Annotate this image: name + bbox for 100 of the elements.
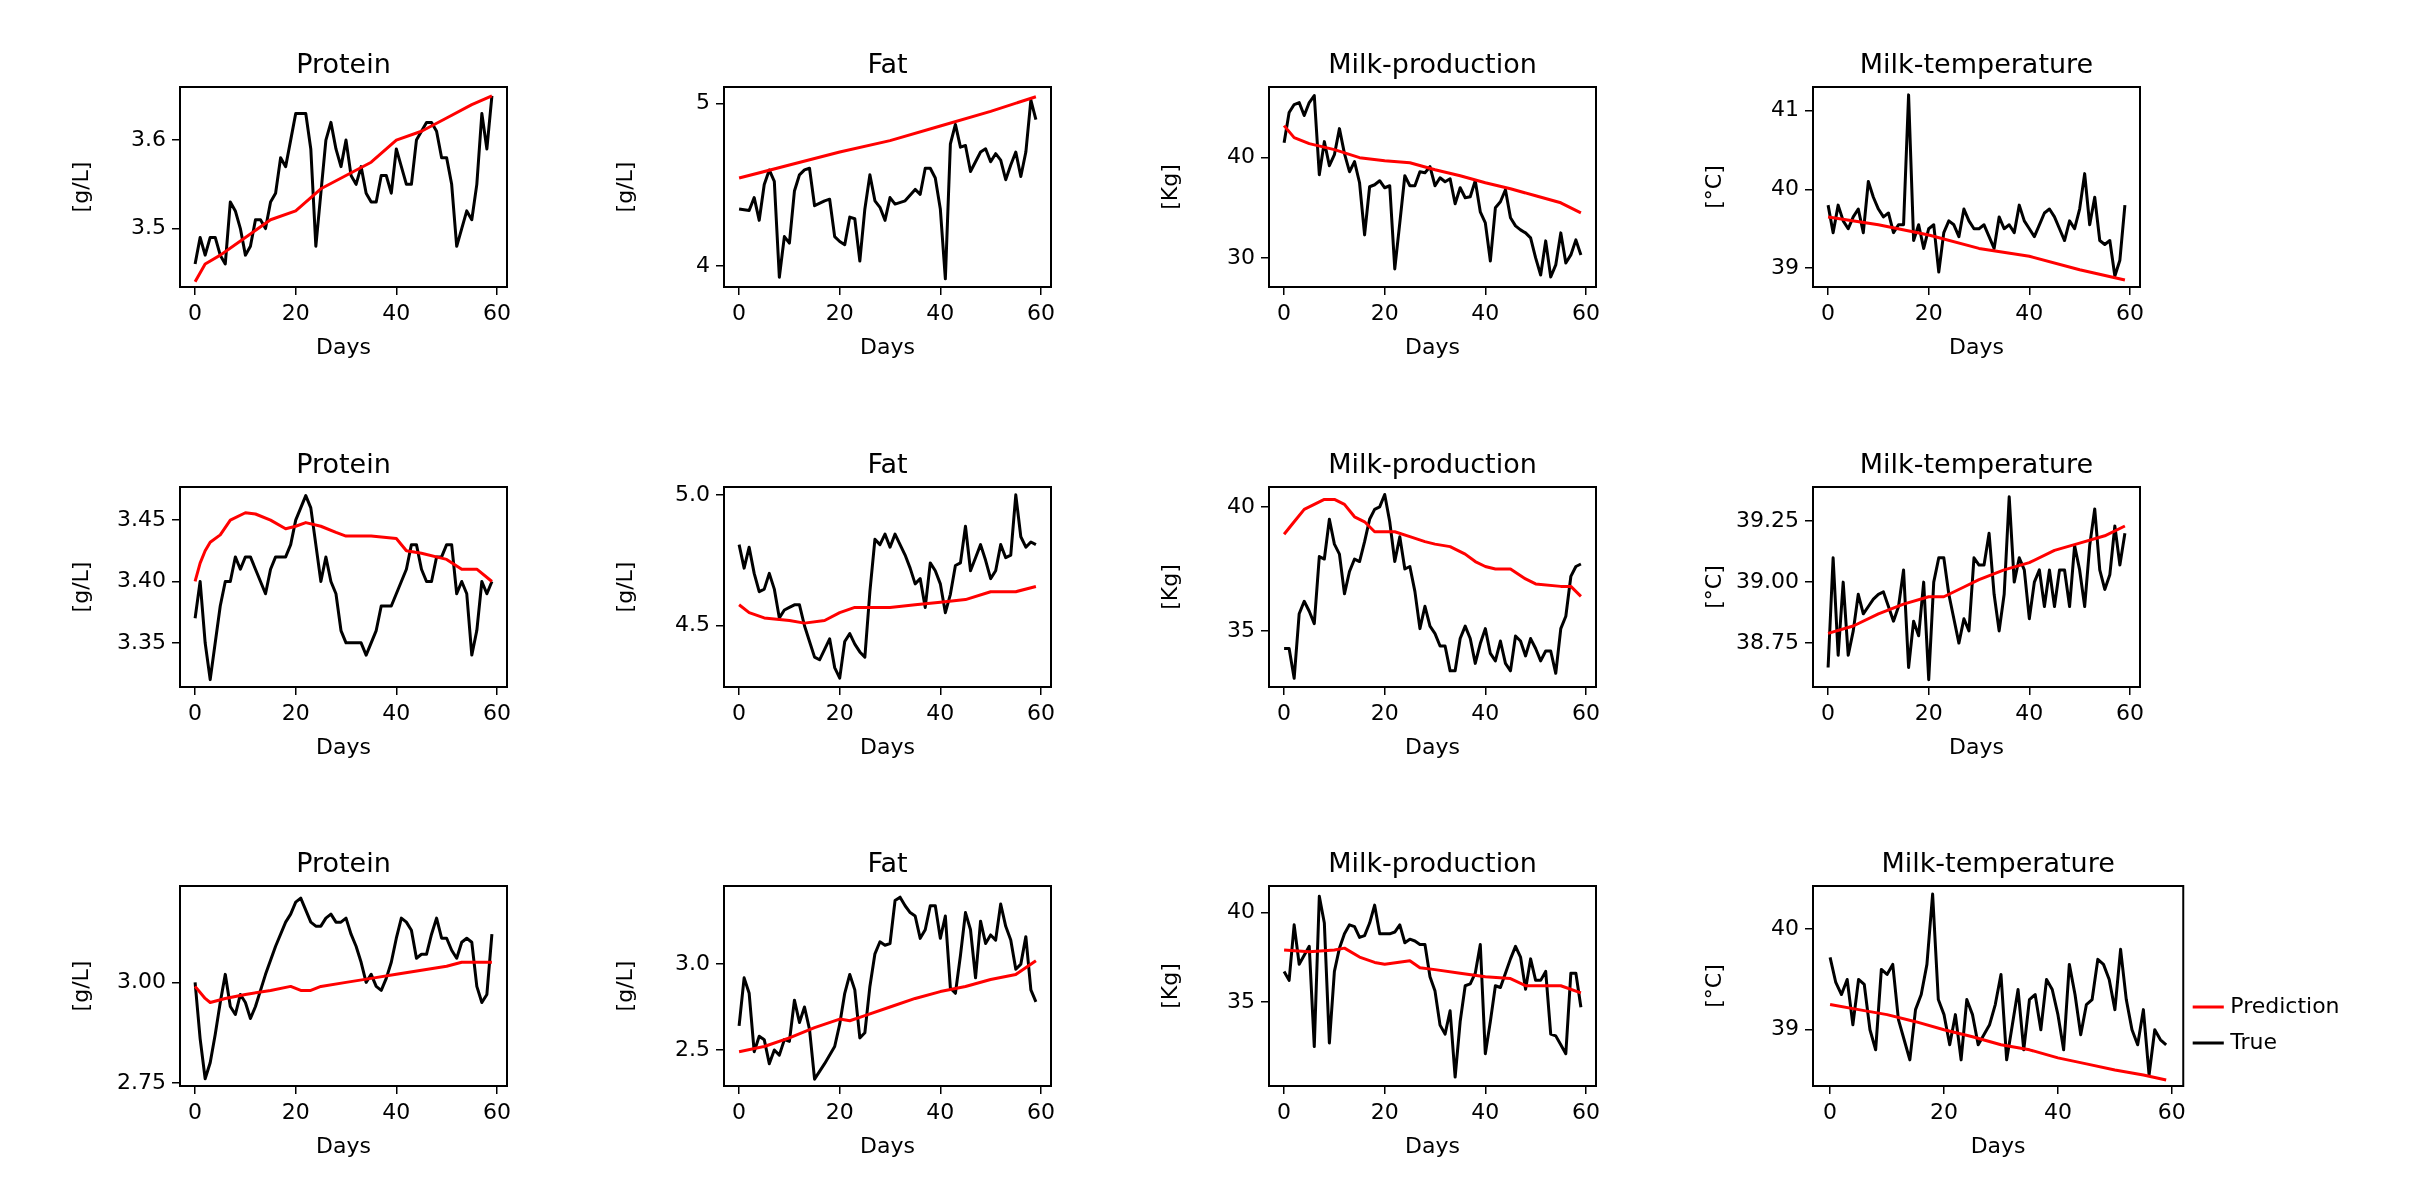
y-tick-label: 40 (1227, 492, 1255, 518)
x-tick-label: 40 (926, 1098, 955, 1124)
x-tick-label: 40 (1471, 699, 1500, 725)
x-axis-title: Days (316, 333, 371, 359)
x-tick-label: 60 (1026, 1098, 1055, 1124)
x-tick-label: 0 (188, 699, 203, 725)
x-axis-title: Days (316, 1132, 371, 1158)
x-tick-label: 0 (732, 699, 747, 725)
chart-title: Milk-production (1328, 448, 1537, 479)
y-axis-title: [°C] (1700, 565, 1726, 609)
x-tick-label: 20 (1914, 299, 1943, 325)
y-tick-label: 3.00 (117, 968, 166, 994)
y-tick-label: 3.6 (131, 125, 166, 151)
x-tick-label: 20 (825, 299, 854, 325)
y-tick-label: 5 (696, 88, 710, 114)
y-tick-label: 39.25 (1736, 506, 1799, 532)
y-tick-label: 3.40 (117, 567, 166, 593)
x-axis-title: Days (1405, 1132, 1460, 1158)
y-tick-label: 3.45 (117, 505, 166, 531)
x-tick-label: 0 (1277, 1098, 1292, 1124)
x-tick-label: 20 (1370, 299, 1399, 325)
x-axis-title: Days (1949, 333, 2004, 359)
x-tick-label: 40 (1471, 1098, 1500, 1124)
x-tick-label: 60 (2157, 1098, 2186, 1124)
x-axis-title: Days (860, 733, 915, 759)
y-axis-title: [g/L] (67, 561, 93, 613)
x-tick-label: 20 (1930, 1098, 1959, 1124)
y-tick-label: 39 (1771, 253, 1799, 279)
x-tick-label: 0 (1277, 699, 1292, 725)
x-tick-label: 40 (926, 699, 955, 725)
chart-title: Protein (296, 847, 391, 878)
x-tick-label: 0 (1821, 699, 1836, 725)
x-tick-label: 60 (1571, 1098, 1600, 1124)
x-tick-label: 20 (825, 699, 854, 725)
chart-title: Milk-temperature (1881, 847, 2115, 878)
y-tick-label: 3.35 (117, 628, 166, 654)
y-tick-label: 3.0 (675, 949, 710, 975)
y-axis-title: [g/L] (611, 960, 637, 1012)
x-tick-label: 0 (1823, 1098, 1838, 1124)
x-tick-label: 60 (1571, 699, 1600, 725)
y-tick-label: 40 (1227, 898, 1255, 924)
y-axis-title: [°C] (1700, 964, 1726, 1008)
x-tick-label: 60 (1026, 699, 1055, 725)
y-tick-label: 35 (1227, 987, 1255, 1013)
chart-title: Fat (867, 48, 908, 79)
chart-title: Milk-production (1328, 847, 1537, 878)
legend-label: True (2229, 1028, 2277, 1054)
x-tick-label: 60 (2115, 699, 2144, 725)
x-tick-label: 0 (1277, 299, 1292, 325)
y-tick-label: 41 (1771, 96, 1799, 122)
x-tick-label: 40 (382, 1098, 411, 1124)
x-tick-label: 20 (281, 1098, 310, 1124)
y-axis-title: [g/L] (611, 561, 637, 613)
y-tick-label: 38.75 (1736, 628, 1799, 654)
x-axis-title: Days (1949, 733, 2004, 759)
x-tick-label: 0 (1821, 299, 1836, 325)
y-tick-label: 4 (696, 251, 710, 277)
x-tick-label: 60 (2115, 299, 2144, 325)
x-tick-label: 60 (482, 699, 511, 725)
y-axis-title: [g/L] (67, 960, 93, 1012)
y-tick-label: 3.5 (131, 214, 166, 240)
x-tick-label: 0 (188, 299, 203, 325)
y-axis-title: [Kg] (1156, 963, 1182, 1009)
x-tick-label: 40 (2015, 299, 2044, 325)
y-tick-label: 40 (1227, 143, 1255, 169)
x-tick-label: 0 (732, 1098, 747, 1124)
x-tick-label: 20 (825, 1098, 854, 1124)
y-tick-label: 39 (1771, 1015, 1799, 1041)
y-tick-label: 4.5 (675, 611, 710, 637)
legend-label: Prediction (2230, 992, 2340, 1018)
x-tick-label: 20 (281, 299, 310, 325)
chart-title: Milk-temperature (1859, 448, 2094, 479)
y-tick-label: 2.5 (675, 1035, 710, 1061)
y-tick-label: 5.0 (675, 480, 710, 506)
x-tick-label: 40 (2043, 1098, 2072, 1124)
x-tick-label: 20 (281, 699, 310, 725)
y-tick-label: 40 (1771, 175, 1799, 201)
x-tick-label: 0 (188, 1098, 203, 1124)
x-tick-label: 20 (1370, 699, 1399, 725)
chart-title: Milk-temperature (1859, 48, 2094, 79)
y-tick-label: 39.00 (1736, 567, 1799, 593)
y-tick-label: 30 (1227, 243, 1255, 269)
chart-title: Protein (296, 448, 391, 479)
chart-title: Milk-production (1328, 48, 1537, 79)
x-tick-label: 40 (1471, 299, 1500, 325)
x-tick-label: 20 (1370, 1098, 1399, 1124)
chart-title: Fat (867, 847, 908, 878)
x-tick-label: 60 (482, 1098, 511, 1124)
chart-title: Protein (296, 48, 391, 79)
x-axis-title: Days (1405, 733, 1460, 759)
y-tick-label: 35 (1227, 616, 1255, 642)
x-tick-label: 40 (382, 699, 411, 725)
y-axis-title: [Kg] (1156, 164, 1182, 210)
chart-title: Fat (867, 448, 908, 479)
x-tick-label: 40 (382, 299, 411, 325)
x-tick-label: 60 (482, 299, 511, 325)
x-tick-label: 60 (1571, 299, 1600, 325)
y-axis-title: [Kg] (1156, 564, 1182, 610)
y-axis-title: [°C] (1700, 165, 1726, 209)
y-tick-label: 40 (1771, 914, 1799, 940)
